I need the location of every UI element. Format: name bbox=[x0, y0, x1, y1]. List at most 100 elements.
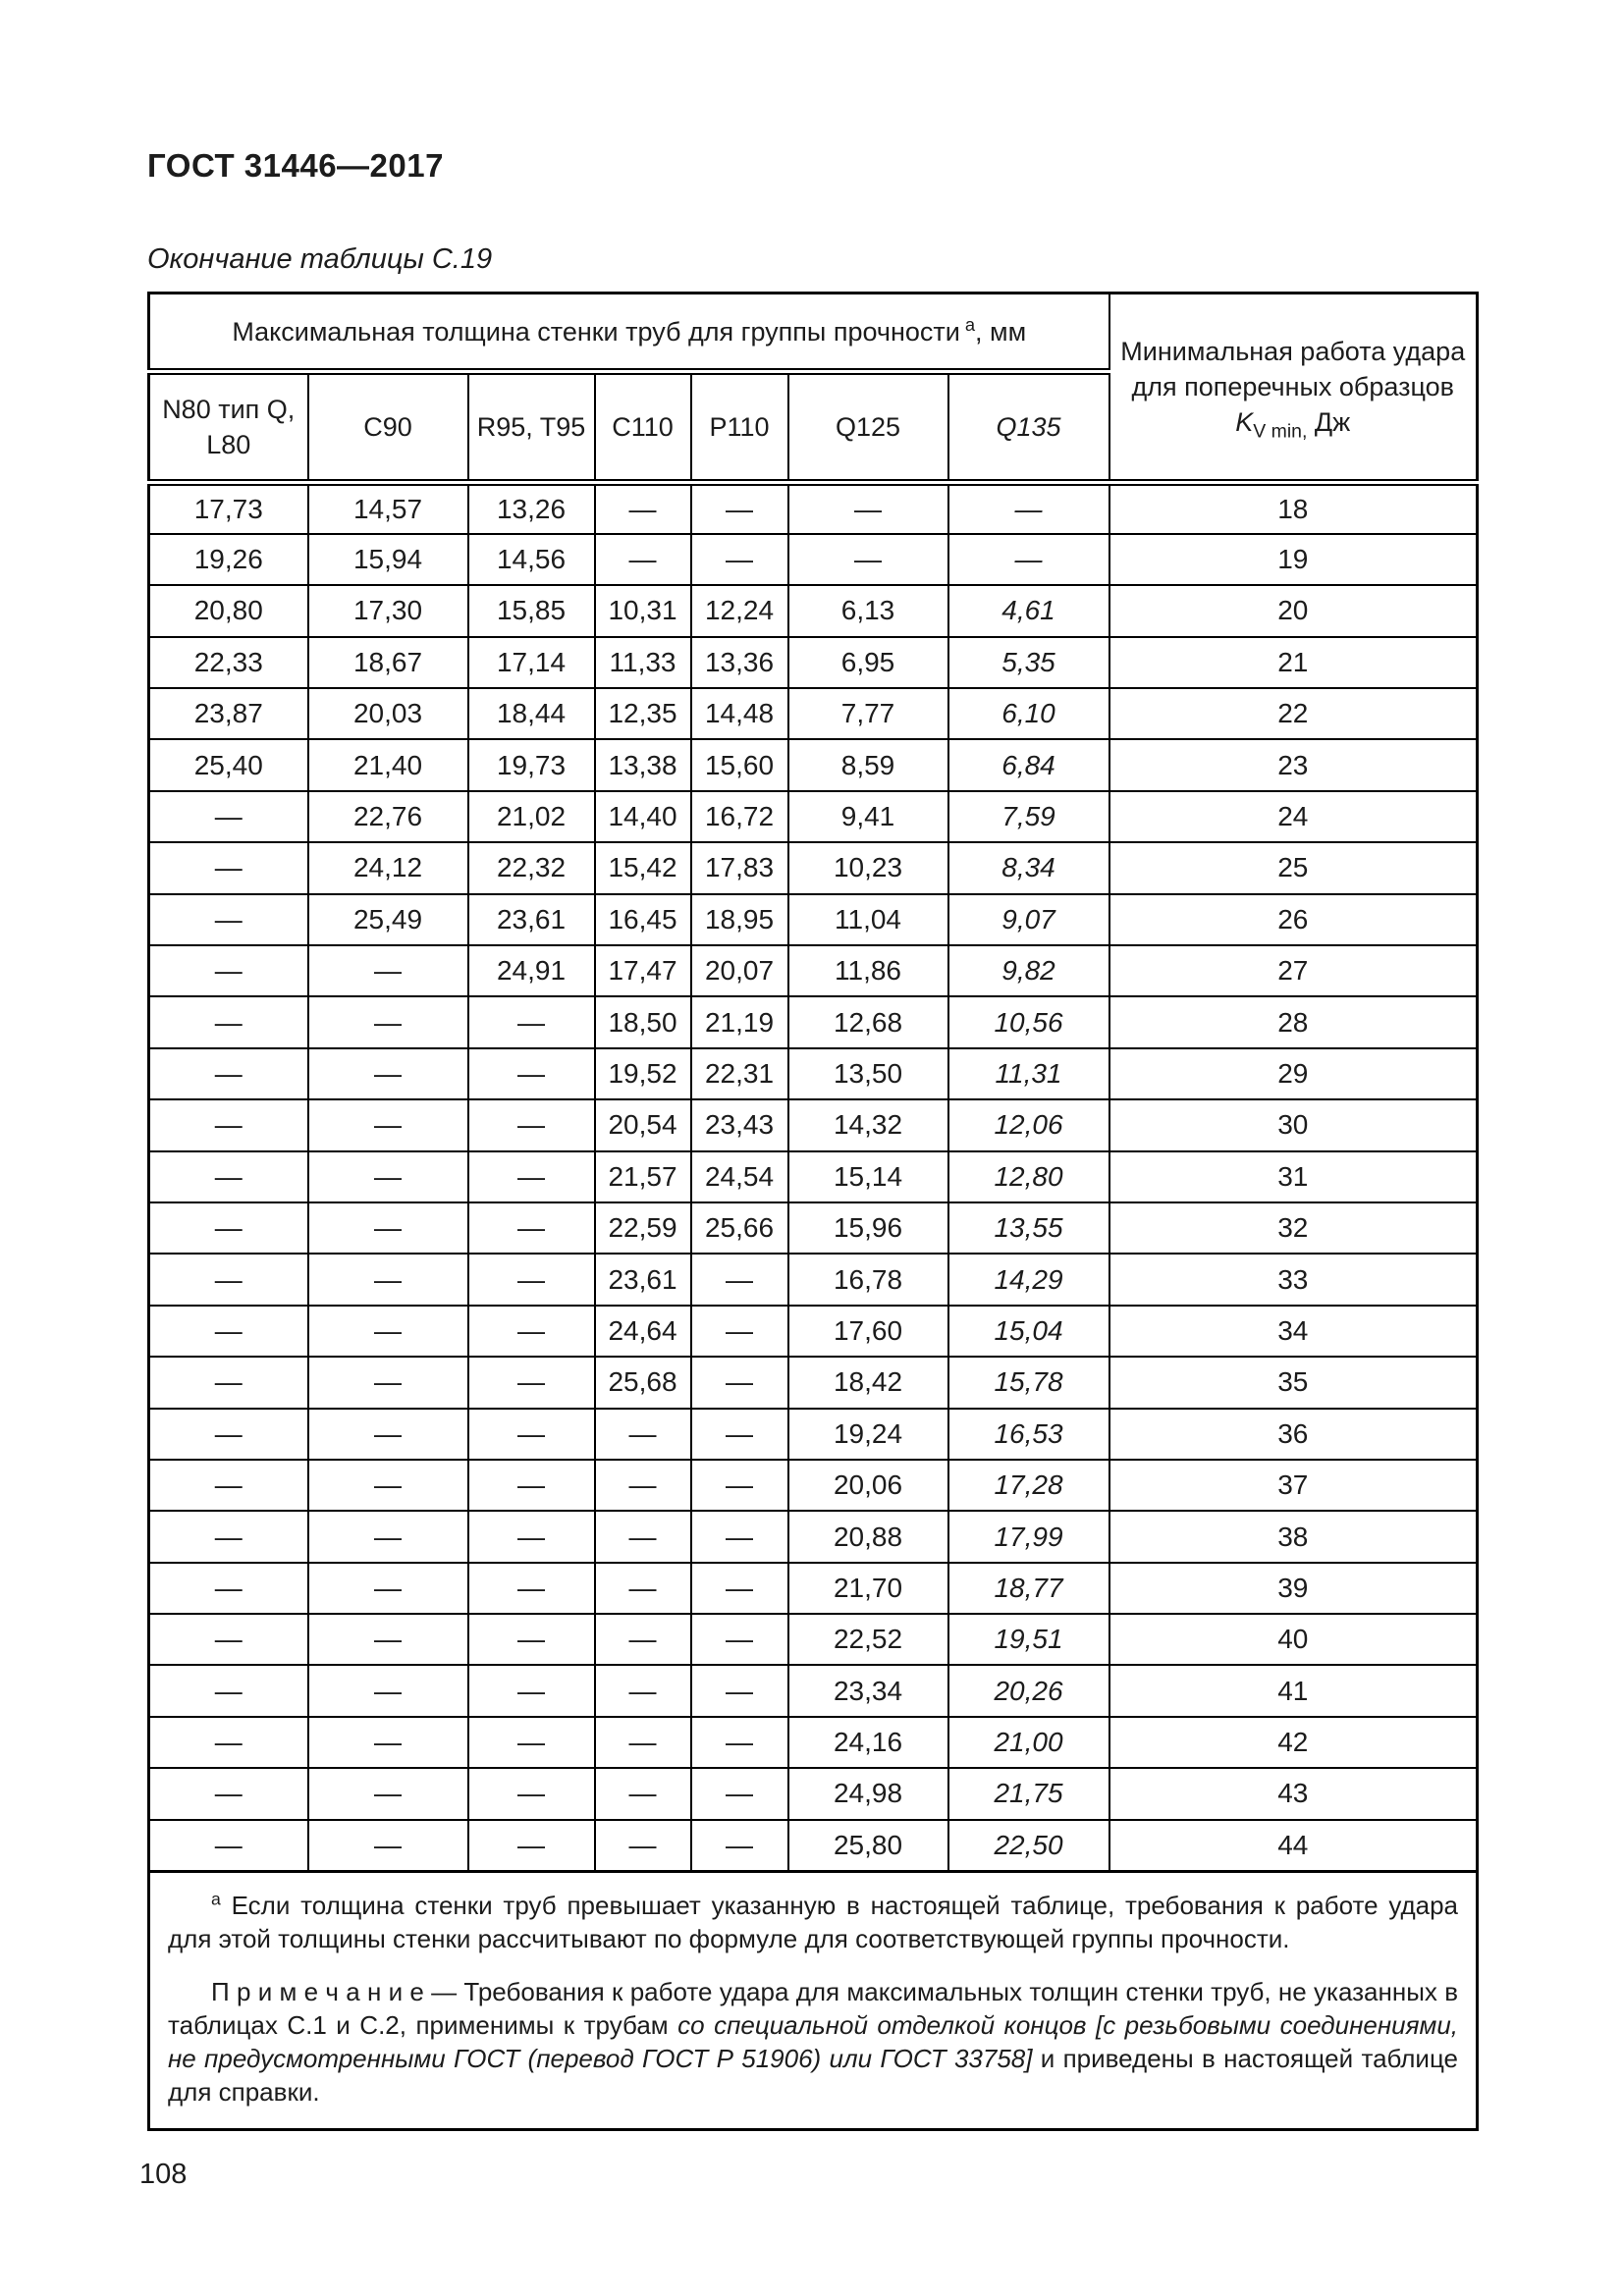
wall-thickness-cell: — bbox=[689, 481, 789, 535]
wall-thickness-cell: 14,57 bbox=[306, 481, 469, 535]
doc-number: ГОСТ 31446—2017 bbox=[147, 147, 444, 184]
wall-thickness-cell: 15,04 bbox=[947, 1304, 1110, 1359]
wall-thickness-cell: 15,78 bbox=[947, 1356, 1110, 1410]
wall-thickness-cell: 13,38 bbox=[593, 738, 692, 792]
wall-thickness-cell: 15,14 bbox=[786, 1149, 949, 1203]
table-row: — — — — —20,06 17,28 37 bbox=[147, 1458, 1479, 1513]
wall-thickness-cell: — bbox=[306, 1046, 469, 1101]
wall-thickness-cell: — bbox=[306, 1715, 469, 1770]
wall-thickness-cell: — bbox=[466, 995, 596, 1049]
impact-energy-cell: 24 bbox=[1108, 789, 1479, 844]
impact-energy-cell: 19 bbox=[1108, 532, 1479, 587]
wall-thickness-cell: 17,14 bbox=[466, 635, 596, 690]
wall-thickness-cell: 7,59 bbox=[947, 789, 1110, 844]
wall-thickness-cell: 25,40 bbox=[147, 738, 309, 792]
wall-thickness-cell: 15,96 bbox=[786, 1201, 949, 1255]
wall-thickness-cell: — bbox=[306, 1561, 469, 1616]
impact-energy-cell: 25 bbox=[1108, 841, 1479, 895]
kv-symbol: K bbox=[1235, 407, 1254, 437]
wall-thickness-cell: — bbox=[593, 1458, 692, 1513]
header-row-grades: N80 тип Q, L80 C90 R95, T95 C110 P110 Q125 Q13… bbox=[147, 370, 1478, 486]
column-header-r95-t95: R95, T95 bbox=[466, 370, 596, 486]
wall-thickness-cell: 23,61 bbox=[466, 892, 596, 947]
wall-thickness-cell: — bbox=[947, 481, 1110, 535]
span-header-text: Максимальная толщина стенки труб для гру… bbox=[232, 316, 960, 347]
wall-thickness-cell: — bbox=[593, 1510, 692, 1564]
impact-energy-cell: 26 bbox=[1108, 892, 1479, 947]
table-row: 23,87 20,03 18,44 12,35 14,48 7,77 6,10 22 bbox=[147, 687, 1479, 741]
table-row: — — —22,59 25,66 15,96 13,55 32 bbox=[147, 1201, 1479, 1255]
wall-thickness-cell: 6,84 bbox=[947, 738, 1110, 792]
wall-thickness-cell: 6,95 bbox=[786, 635, 949, 690]
wall-thickness-cell: 21,40 bbox=[306, 738, 469, 792]
wall-thickness-cell: 24,98 bbox=[786, 1767, 949, 1821]
wall-thickness-cell: 13,36 bbox=[689, 635, 789, 690]
wall-thickness-cell: — bbox=[306, 1253, 469, 1307]
impact-header-symbol: KV min, Дж bbox=[1235, 407, 1351, 441]
wall-thickness-cell: 12,06 bbox=[947, 1098, 1110, 1152]
table-row: 20,80 17,30 15,85 10,31 12,24 6,13 4,61 20 bbox=[147, 584, 1479, 638]
kv-unit: Дж bbox=[1307, 407, 1351, 437]
table-row: — — —24,64—17,60 15,04 34 bbox=[147, 1304, 1479, 1359]
wall-thickness-cell: 18,50 bbox=[593, 995, 692, 1049]
wall-thickness-cell: — bbox=[466, 1458, 596, 1513]
wall-thickness-cell: 25,68 bbox=[593, 1356, 692, 1410]
span-header-unit: , мм bbox=[975, 316, 1027, 347]
impact-energy-cell: 38 bbox=[1108, 1510, 1479, 1564]
wall-thickness-cell: — bbox=[147, 995, 309, 1049]
impact-energy-cell: 30 bbox=[1108, 1098, 1479, 1152]
table-row: — —24,91 17,47 20,07 11,86 9,82 27 bbox=[147, 944, 1479, 998]
wall-thickness-cell: 9,41 bbox=[786, 789, 949, 844]
wall-thickness-cell: — bbox=[306, 944, 469, 998]
wall-thickness-cell: 22,33 bbox=[147, 635, 309, 690]
wall-thickness-cell: — bbox=[147, 1510, 309, 1564]
wall-thickness-cell: 14,40 bbox=[593, 789, 692, 844]
wall-thickness-cell: 16,53 bbox=[947, 1407, 1110, 1461]
note-segment: П р и м е ч а н и е — Требования к работ… bbox=[168, 1976, 1459, 2040]
table-row: — — — — —19,24 16,53 36 bbox=[147, 1407, 1479, 1461]
wall-thickness-cell: 4,61 bbox=[947, 584, 1110, 638]
impact-energy-header: Минимальная работа удара для поперечных … bbox=[1108, 292, 1479, 486]
impact-energy-cell: 35 bbox=[1108, 1356, 1479, 1410]
wall-thickness-cell: — bbox=[466, 1356, 596, 1410]
wall-thickness-cell: — bbox=[689, 1407, 789, 1461]
wall-thickness-cell: 22,59 bbox=[593, 1201, 692, 1255]
wall-thickness-cell: 18,42 bbox=[786, 1356, 949, 1410]
wall-thickness-cell: 15,60 bbox=[689, 738, 789, 792]
wall-thickness-cell: 13,26 bbox=[466, 481, 596, 535]
wall-thickness-cell: — bbox=[786, 481, 949, 535]
wall-thickness-cell: 24,64 bbox=[593, 1304, 692, 1359]
wall-thickness-cell: — bbox=[306, 1767, 469, 1821]
wall-thickness-cell: — bbox=[593, 481, 692, 535]
wall-thickness-cell: — bbox=[306, 1098, 469, 1152]
impact-energy-cell: 29 bbox=[1108, 1046, 1479, 1101]
table-row: —24,12 22,32 15,42 17,83 10,23 8,34 25 bbox=[147, 841, 1479, 895]
wall-thickness-cell: — bbox=[689, 1715, 789, 1770]
wall-thickness-cell: — bbox=[306, 1149, 469, 1203]
wall-thickness-cell: — bbox=[593, 1818, 692, 1873]
impact-energy-cell: 43 bbox=[1108, 1767, 1479, 1821]
wall-thickness-cell: 18,67 bbox=[306, 635, 469, 690]
wall-thickness-cell: — bbox=[147, 892, 309, 947]
wall-thickness-cell: — bbox=[689, 1767, 789, 1821]
table-row: — — —20,54 23,43 14,32 12,06 30 bbox=[147, 1098, 1479, 1152]
wall-thickness-cell: — bbox=[147, 1201, 309, 1255]
wall-thickness-cell: — bbox=[147, 1356, 309, 1410]
wall-thickness-cell: 25,80 bbox=[786, 1818, 949, 1873]
wall-thickness-cell: 10,31 bbox=[593, 584, 692, 638]
wall-thickness-cell: 21,70 bbox=[786, 1561, 949, 1616]
wall-thickness-cell: 14,48 bbox=[689, 687, 789, 741]
table-row: 22,33 18,67 17,14 11,33 13,36 6,95 5,35 21 bbox=[147, 635, 1479, 690]
impact-energy-cell: 36 bbox=[1108, 1407, 1479, 1461]
table-row: 25,40 21,40 19,73 13,38 15,60 8,59 6,84 23 bbox=[147, 738, 1479, 792]
wall-thickness-cell: 12,68 bbox=[786, 995, 949, 1049]
impact-energy-cell: 39 bbox=[1108, 1561, 1479, 1616]
wall-thickness-cell: — bbox=[593, 1407, 692, 1461]
span-header-wall-thickness: Максимальная толщина стенки труб для гру… bbox=[147, 292, 1110, 375]
wall-thickness-cell: 6,10 bbox=[947, 687, 1110, 741]
wall-thickness-cell: 11,33 bbox=[593, 635, 692, 690]
column-header-c110: C110 bbox=[593, 370, 692, 486]
impact-energy-cell: 44 bbox=[1108, 1818, 1479, 1873]
wall-thickness-cell: 14,32 bbox=[786, 1098, 949, 1152]
wall-thickness-cell: — bbox=[147, 1046, 309, 1101]
